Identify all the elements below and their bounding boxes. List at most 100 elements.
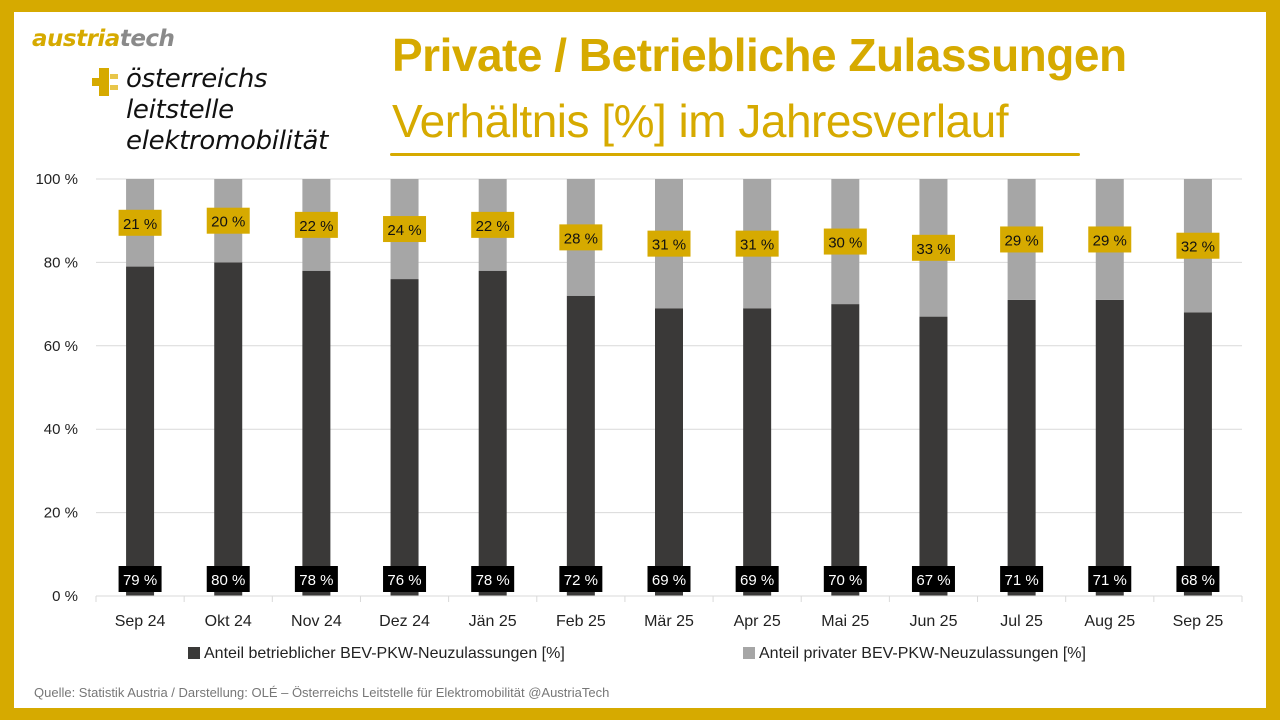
bar-business	[1183, 312, 1212, 596]
bar-business	[1007, 299, 1036, 596]
data-label-private: 28 %	[564, 230, 598, 247]
ole-line-1: österreichs	[126, 64, 268, 94]
x-category-label: Jul 25	[1000, 613, 1043, 630]
y-tick-label: 40 %	[44, 421, 78, 438]
data-label-private-bg	[294, 211, 338, 238]
austriatech-logo: austriatech	[32, 26, 175, 52]
data-label-business-bg	[1000, 566, 1044, 592]
data-label-private-bg	[1000, 226, 1044, 253]
ole-line-2: leitstelle	[126, 95, 234, 125]
plug-icon	[92, 68, 118, 96]
data-label-business-bg	[1088, 566, 1132, 592]
source-note: Quelle: Statistik Austria / Darstellung:…	[34, 685, 610, 700]
page-title: Private / Betriebliche Zulassungen	[392, 29, 1127, 81]
data-label-private: 29 %	[1005, 232, 1039, 249]
data-label-private-bg	[1176, 232, 1220, 259]
data-label-business: 70 %	[828, 572, 862, 589]
bar-business	[831, 304, 860, 596]
x-category-label: Dez 24	[379, 613, 430, 630]
data-label-private: 33 %	[916, 241, 950, 258]
y-tick-label: 80 %	[44, 254, 78, 271]
bar-business	[478, 270, 507, 596]
x-category-label: Sep 25	[1173, 613, 1224, 630]
data-label-business: 76 %	[387, 572, 421, 589]
bar-business	[743, 308, 772, 596]
subtitle-underline	[390, 153, 1080, 156]
data-label-business: 71 %	[1093, 572, 1127, 589]
data-label-private-bg	[383, 216, 427, 243]
bar-business	[390, 279, 419, 596]
data-label-business-bg	[647, 566, 691, 592]
data-label-business-bg	[294, 566, 338, 592]
y-tick-label: 20 %	[44, 505, 78, 522]
data-label-private: 31 %	[652, 237, 686, 254]
bar-business	[655, 308, 683, 596]
legend-label-private: Anteil privater BEV-PKW-Neuzulassungen […	[759, 645, 1086, 662]
legend-swatch-business	[188, 647, 200, 659]
data-label-private: 20 %	[211, 214, 245, 231]
x-category-label: Mär 25	[644, 613, 694, 630]
ole-line-3: elektromobilität	[126, 126, 328, 156]
bar-business	[1095, 299, 1124, 596]
data-label-business: 80 %	[211, 572, 245, 589]
data-label-private-bg	[647, 230, 691, 257]
data-labels: 21 % 79 % 20 % 80 % 22 % 78 % 24 % 76 % 22 % 78 %…	[118, 207, 1220, 592]
x-category-label: Feb 25	[556, 613, 606, 630]
data-label-business: 79 %	[123, 572, 157, 589]
x-category-label: Jän 25	[469, 613, 517, 630]
data-label-private: 30 %	[828, 235, 862, 252]
data-label-private-bg	[206, 207, 250, 234]
legend-item-business: Anteil betrieblicher BEV-PKW-Neuzulassun…	[188, 645, 565, 663]
data-label-business: 68 %	[1181, 572, 1215, 589]
logo-austria-text: austria	[32, 26, 120, 52]
x-category-label: Aug 25	[1084, 613, 1135, 630]
data-label-private: 22 %	[299, 218, 333, 235]
data-label-private: 29 %	[1093, 232, 1127, 249]
data-label-business-bg	[823, 566, 867, 592]
y-tick-label: 0 %	[52, 588, 78, 605]
x-category-label: Sep 24	[115, 613, 166, 630]
legend-item-private: Anteil privater BEV-PKW-Neuzulassungen […	[743, 645, 1086, 663]
data-label-business: 72 %	[564, 572, 598, 589]
data-label-business: 67 %	[916, 572, 950, 589]
data-label-business-bg	[559, 566, 603, 592]
legend-label-business: Anteil betrieblicher BEV-PKW-Neuzulassun…	[204, 645, 565, 662]
y-tick-label: 100 %	[35, 171, 78, 188]
y-axis-ticks: 0 % 20 % 40 % 60 % 80 % 100 %	[35, 171, 78, 605]
bar-business	[214, 262, 243, 596]
data-label-private-bg	[1088, 226, 1132, 253]
data-label-business: 78 %	[476, 572, 510, 589]
data-label-private-bg	[823, 228, 867, 255]
data-label-business-bg	[1176, 566, 1220, 592]
data-label-private-bg	[118, 209, 162, 236]
data-label-private-bg	[911, 234, 955, 261]
x-category-label: Mai 25	[821, 613, 869, 630]
data-label-business: 69 %	[740, 572, 774, 589]
data-label-business: 78 %	[299, 572, 333, 589]
x-category-label: Nov 24	[291, 613, 342, 630]
data-label-private-bg	[471, 211, 515, 238]
x-axis: Sep 24 Okt 24 Nov 24 Dez 24 Jän 25 Feb 25 Mär …	[95, 595, 1243, 630]
x-category-label: Apr 25	[734, 613, 781, 630]
data-label-business: 71 %	[1005, 572, 1039, 589]
data-label-private: 24 %	[387, 222, 421, 239]
bar-business	[302, 270, 331, 596]
data-label-business-bg	[735, 566, 779, 592]
data-label-business-bg	[118, 566, 162, 592]
y-tick-label: 60 %	[44, 338, 78, 355]
legend-swatch-private	[743, 647, 755, 659]
data-label-private: 32 %	[1181, 239, 1215, 256]
bar-business	[919, 316, 948, 596]
data-label-private: 22 %	[476, 218, 510, 235]
data-label-business-bg	[383, 566, 427, 592]
data-label-business: 69 %	[652, 572, 686, 589]
ole-logo-text: österreichs leitstelle elektromobilität	[126, 64, 328, 157]
data-label-private-bg	[559, 224, 603, 251]
bar-business	[566, 295, 595, 596]
data-label-private: 31 %	[740, 237, 774, 254]
x-category-label: Jun 25	[909, 613, 957, 630]
data-label-private-bg	[735, 230, 779, 257]
data-label-business-bg	[911, 566, 955, 592]
data-label-private: 21 %	[123, 216, 157, 233]
